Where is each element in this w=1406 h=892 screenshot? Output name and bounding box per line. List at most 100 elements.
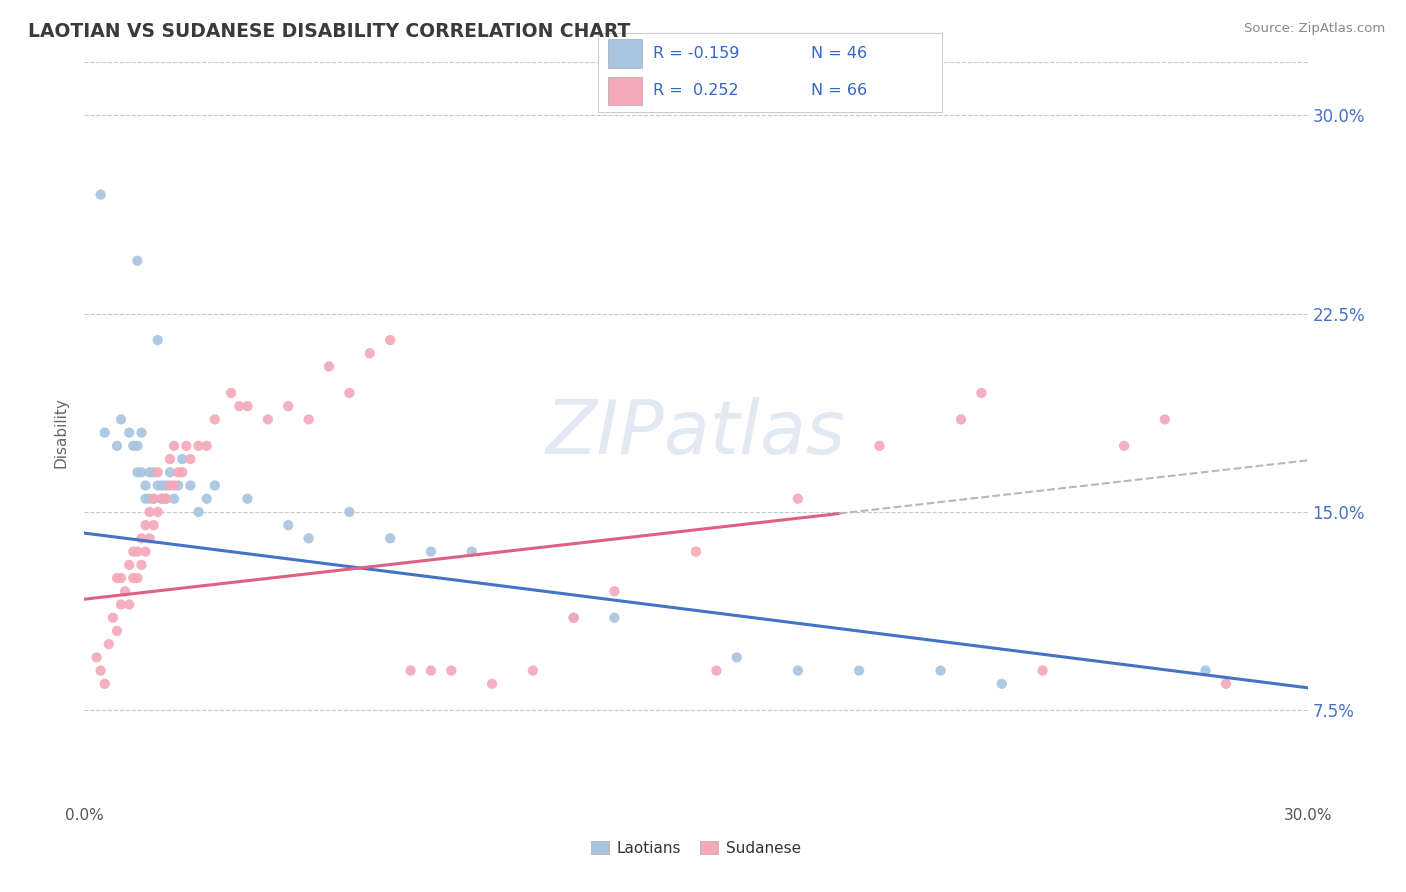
Point <box>339 505 361 519</box>
Point <box>163 491 186 506</box>
Point <box>118 558 141 572</box>
Point <box>138 532 160 546</box>
Point <box>135 491 157 506</box>
Point <box>138 505 160 519</box>
Point <box>277 518 299 533</box>
Point <box>135 478 157 492</box>
Text: Source: ZipAtlas.com: Source: ZipAtlas.com <box>1244 22 1385 36</box>
Point <box>167 465 190 479</box>
Point <box>122 439 145 453</box>
Point <box>318 359 340 374</box>
Point <box>131 465 153 479</box>
Point <box>93 425 115 440</box>
Point <box>155 491 177 506</box>
Point <box>970 386 993 401</box>
Text: LAOTIAN VS SUDANESE DISABILITY CORRELATION CHART: LAOTIAN VS SUDANESE DISABILITY CORRELATI… <box>28 22 630 41</box>
Point <box>706 664 728 678</box>
Point <box>440 664 463 678</box>
Text: N = 46: N = 46 <box>811 45 868 61</box>
Point <box>187 439 209 453</box>
Point <box>380 333 402 347</box>
Point <box>869 439 891 453</box>
Point <box>163 439 186 453</box>
Point <box>155 491 177 506</box>
Point <box>787 664 810 678</box>
Point <box>114 584 136 599</box>
Point <box>118 425 141 440</box>
Point <box>603 584 626 599</box>
Point <box>228 399 250 413</box>
Text: N = 66: N = 66 <box>811 83 868 98</box>
Point <box>90 187 112 202</box>
FancyBboxPatch shape <box>607 77 643 105</box>
Point <box>848 664 870 678</box>
Point <box>204 412 226 426</box>
Point <box>127 544 149 558</box>
Legend: Laotians, Sudanese: Laotians, Sudanese <box>585 835 807 862</box>
Point <box>172 452 194 467</box>
Point <box>174 439 197 453</box>
Text: R = -0.159: R = -0.159 <box>652 45 740 61</box>
Point <box>236 491 259 506</box>
Point <box>135 518 157 533</box>
Point <box>603 610 626 624</box>
Point <box>236 399 259 413</box>
Point <box>122 544 145 558</box>
Point <box>339 386 361 401</box>
Point <box>929 664 952 678</box>
Point <box>127 253 149 268</box>
Point <box>179 452 201 467</box>
Point <box>562 610 585 624</box>
Point <box>86 650 108 665</box>
Point <box>131 532 153 546</box>
Point <box>1154 412 1177 426</box>
Point <box>195 439 218 453</box>
Point <box>138 465 160 479</box>
Point <box>110 412 132 426</box>
Point <box>97 637 120 651</box>
Point <box>150 478 173 492</box>
Point <box>1032 664 1054 678</box>
Point <box>142 465 165 479</box>
Point <box>277 399 299 413</box>
Point <box>179 478 201 492</box>
Point <box>725 650 748 665</box>
Point <box>991 677 1014 691</box>
Point <box>298 532 321 546</box>
Point <box>420 544 443 558</box>
Text: ZIPatlas: ZIPatlas <box>546 397 846 468</box>
Point <box>146 478 169 492</box>
Point <box>1215 677 1237 691</box>
Point <box>380 532 402 546</box>
Point <box>131 558 153 572</box>
Point <box>159 478 181 492</box>
Text: R =  0.252: R = 0.252 <box>652 83 738 98</box>
Point <box>787 491 810 506</box>
Point <box>142 491 165 506</box>
Point <box>138 491 160 506</box>
Point <box>685 544 707 558</box>
Point <box>298 412 321 426</box>
Point <box>159 465 181 479</box>
Point <box>1114 439 1136 453</box>
Point <box>172 465 194 479</box>
Point <box>105 624 128 638</box>
Point <box>159 452 181 467</box>
Point <box>150 491 173 506</box>
Point <box>562 610 585 624</box>
Point <box>950 412 973 426</box>
Y-axis label: Disability: Disability <box>53 397 69 468</box>
Point <box>204 478 226 492</box>
Point <box>420 664 443 678</box>
FancyBboxPatch shape <box>607 39 643 68</box>
Point <box>105 439 128 453</box>
Point <box>146 465 169 479</box>
Point <box>118 598 141 612</box>
Point <box>93 677 115 691</box>
Point <box>399 664 422 678</box>
Point <box>127 439 149 453</box>
Point <box>110 571 132 585</box>
Point <box>167 478 190 492</box>
Point <box>110 598 132 612</box>
Point <box>142 518 165 533</box>
